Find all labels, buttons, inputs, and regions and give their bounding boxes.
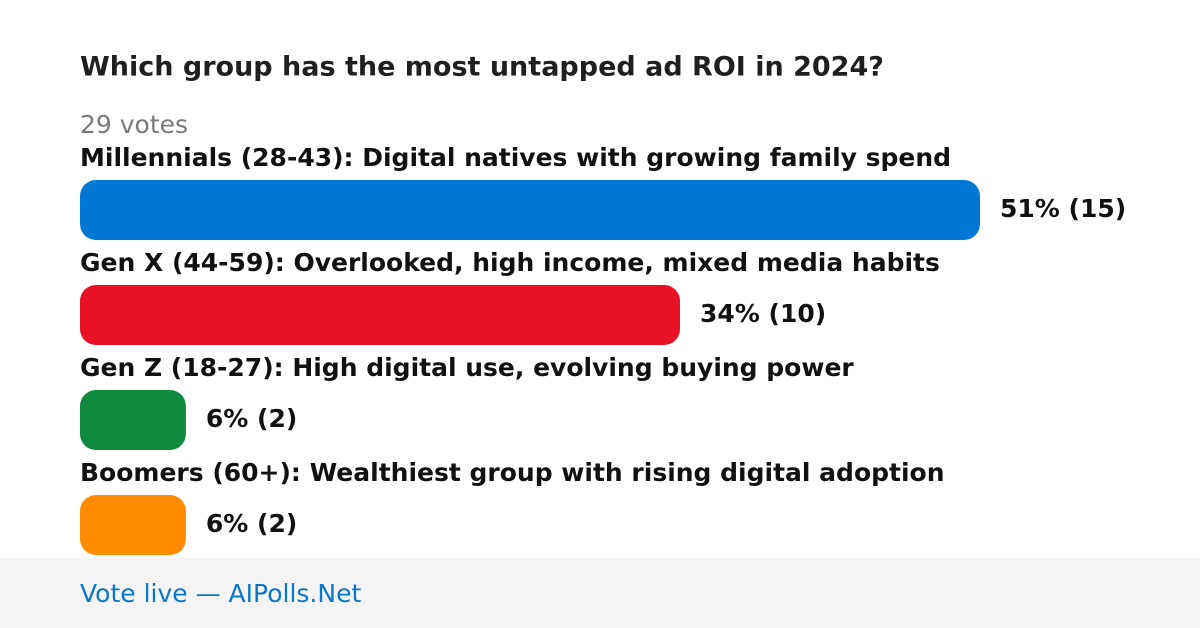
- bar: [80, 180, 980, 240]
- value-label: 6% (2): [206, 509, 297, 538]
- option-label: Gen Z (18-27): High digital use, evolvin…: [80, 353, 854, 382]
- value-label: 51% (15): [1000, 194, 1126, 223]
- value-label: 6% (2): [206, 404, 297, 433]
- poll-title: Which group has the most untapped ad ROI…: [80, 52, 884, 83]
- bar: [80, 285, 680, 345]
- bar: [80, 495, 186, 555]
- option-label: Boomers (60+): Wealthiest group with ris…: [80, 458, 945, 487]
- vote-count: 29 votes: [80, 110, 188, 139]
- value-label: 34% (10): [700, 299, 826, 328]
- footer-band: [0, 558, 1200, 628]
- option-label: Millennials (28-43): Digital natives wit…: [80, 143, 951, 172]
- option-label: Gen X (44-59): Overlooked, high income, …: [80, 248, 940, 277]
- bar: [80, 390, 186, 450]
- footer-link[interactable]: Vote live — AIPolls.Net: [80, 579, 361, 608]
